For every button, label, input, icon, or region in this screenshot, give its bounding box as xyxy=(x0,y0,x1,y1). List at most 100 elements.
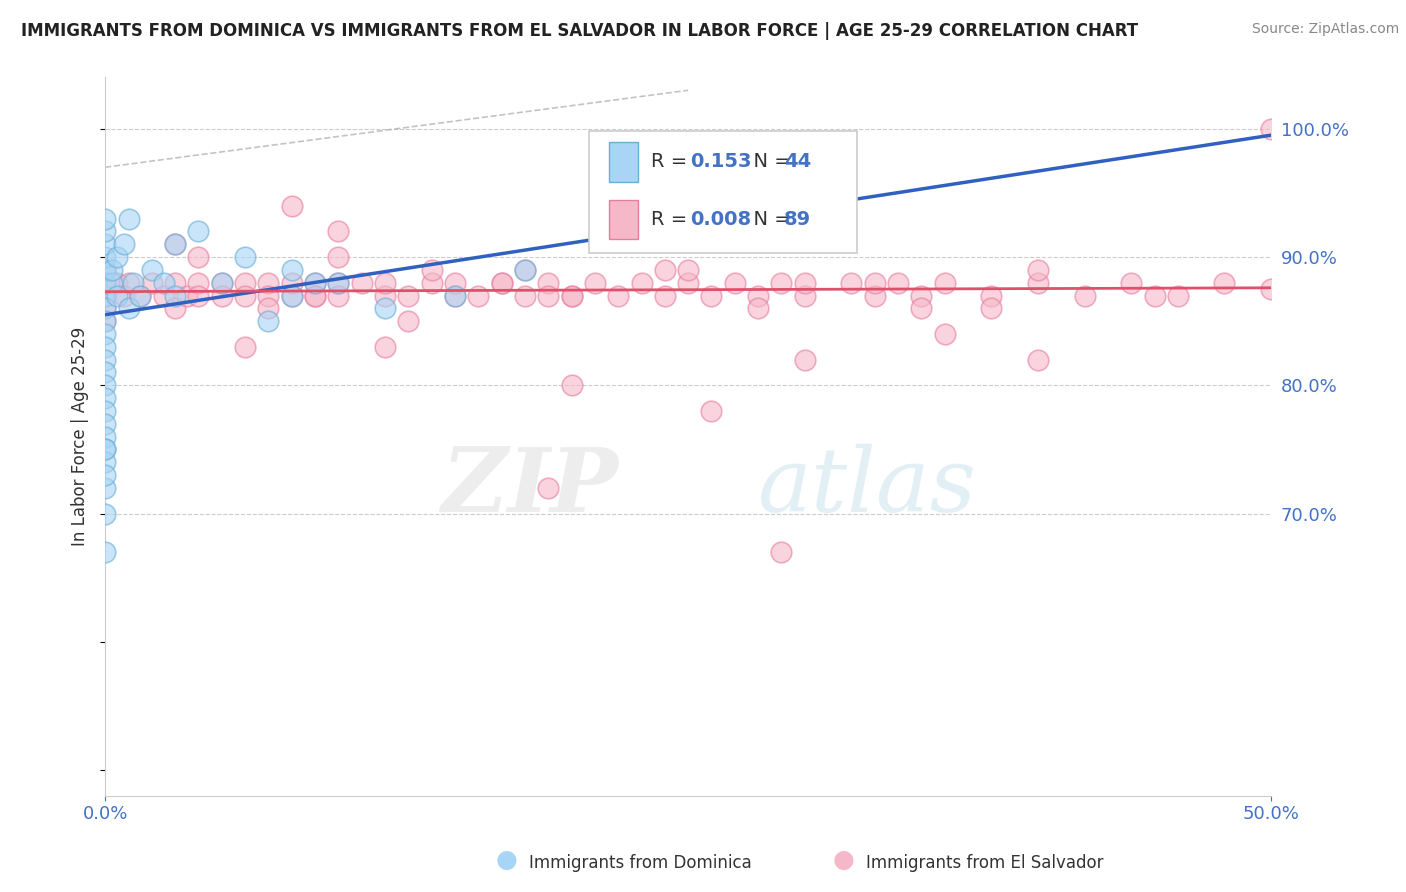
Point xyxy=(94,404,117,418)
Point xyxy=(561,288,583,302)
Point xyxy=(491,276,513,290)
Point xyxy=(105,276,128,290)
Point xyxy=(444,288,467,302)
Point xyxy=(94,442,117,457)
Point xyxy=(141,276,163,290)
Point xyxy=(211,276,233,290)
Point xyxy=(747,301,769,316)
Point xyxy=(676,263,699,277)
Point xyxy=(94,417,117,431)
Y-axis label: In Labor Force | Age 25-29: In Labor Force | Age 25-29 xyxy=(72,327,89,546)
Point xyxy=(165,237,187,252)
Point xyxy=(420,263,443,277)
Point xyxy=(1213,276,1236,290)
Point xyxy=(724,276,747,290)
Point xyxy=(980,301,1002,316)
Point xyxy=(561,288,583,302)
Point xyxy=(910,288,932,302)
Point xyxy=(94,378,117,392)
Point xyxy=(94,326,117,341)
Point xyxy=(1121,276,1143,290)
Point xyxy=(112,237,135,252)
Point xyxy=(537,481,560,495)
Point xyxy=(105,288,128,302)
Text: atlas: atlas xyxy=(758,443,977,531)
Text: Immigrants from Dominica: Immigrants from Dominica xyxy=(529,855,751,872)
Point xyxy=(328,250,350,264)
Bar xyxy=(609,200,638,239)
Point xyxy=(257,288,280,302)
Point xyxy=(374,288,396,302)
Point xyxy=(793,276,815,290)
Point xyxy=(94,507,117,521)
Point xyxy=(654,263,676,277)
Point xyxy=(281,263,304,277)
Point xyxy=(328,276,350,290)
Text: 44: 44 xyxy=(783,153,811,171)
Point xyxy=(94,366,117,380)
Point xyxy=(374,340,396,354)
Point xyxy=(281,288,304,302)
Point xyxy=(1260,121,1282,136)
Point xyxy=(94,391,117,405)
Point xyxy=(233,250,256,264)
Point xyxy=(94,263,117,277)
Point xyxy=(94,211,117,226)
Text: ●: ● xyxy=(832,848,855,872)
Point xyxy=(281,199,304,213)
Point xyxy=(537,276,560,290)
Text: 0.153: 0.153 xyxy=(690,153,752,171)
Point xyxy=(863,276,886,290)
Point xyxy=(152,276,174,290)
Point xyxy=(129,288,152,302)
Point xyxy=(304,288,326,302)
Point xyxy=(94,314,117,328)
Point xyxy=(513,288,536,302)
Point xyxy=(934,276,956,290)
Point xyxy=(187,250,209,264)
Point xyxy=(122,276,145,290)
Point xyxy=(1026,352,1049,367)
Point xyxy=(281,276,304,290)
Point xyxy=(863,288,886,302)
Point xyxy=(94,237,117,252)
Point xyxy=(117,301,139,316)
Point xyxy=(165,288,187,302)
Point xyxy=(793,352,815,367)
Point xyxy=(304,276,326,290)
Point xyxy=(117,211,139,226)
Point xyxy=(607,288,630,302)
Point xyxy=(94,288,117,302)
Point xyxy=(770,276,793,290)
Point xyxy=(187,224,209,238)
Point xyxy=(444,276,467,290)
Point xyxy=(94,263,117,277)
FancyBboxPatch shape xyxy=(589,131,858,253)
Point xyxy=(374,301,396,316)
Point xyxy=(328,276,350,290)
Text: IMMIGRANTS FROM DOMINICA VS IMMIGRANTS FROM EL SALVADOR IN LABOR FORCE | AGE 25-: IMMIGRANTS FROM DOMINICA VS IMMIGRANTS F… xyxy=(21,22,1139,40)
Point xyxy=(257,276,280,290)
Point xyxy=(676,276,699,290)
Text: R =: R = xyxy=(651,210,693,229)
Text: Source: ZipAtlas.com: Source: ZipAtlas.com xyxy=(1251,22,1399,37)
Point xyxy=(887,276,910,290)
Point xyxy=(94,301,117,316)
Point xyxy=(112,288,135,302)
Point xyxy=(770,545,793,559)
Point xyxy=(94,429,117,443)
Point xyxy=(583,276,606,290)
Point xyxy=(165,237,187,252)
Point xyxy=(396,314,419,328)
Point xyxy=(350,276,373,290)
Point xyxy=(101,263,124,277)
Point xyxy=(491,276,513,290)
Point xyxy=(420,276,443,290)
Point xyxy=(117,276,139,290)
Point xyxy=(211,288,233,302)
Text: N =: N = xyxy=(741,153,797,171)
Point xyxy=(328,288,350,302)
Point xyxy=(444,288,467,302)
Point xyxy=(281,288,304,302)
Text: ZIP: ZIP xyxy=(443,443,619,530)
